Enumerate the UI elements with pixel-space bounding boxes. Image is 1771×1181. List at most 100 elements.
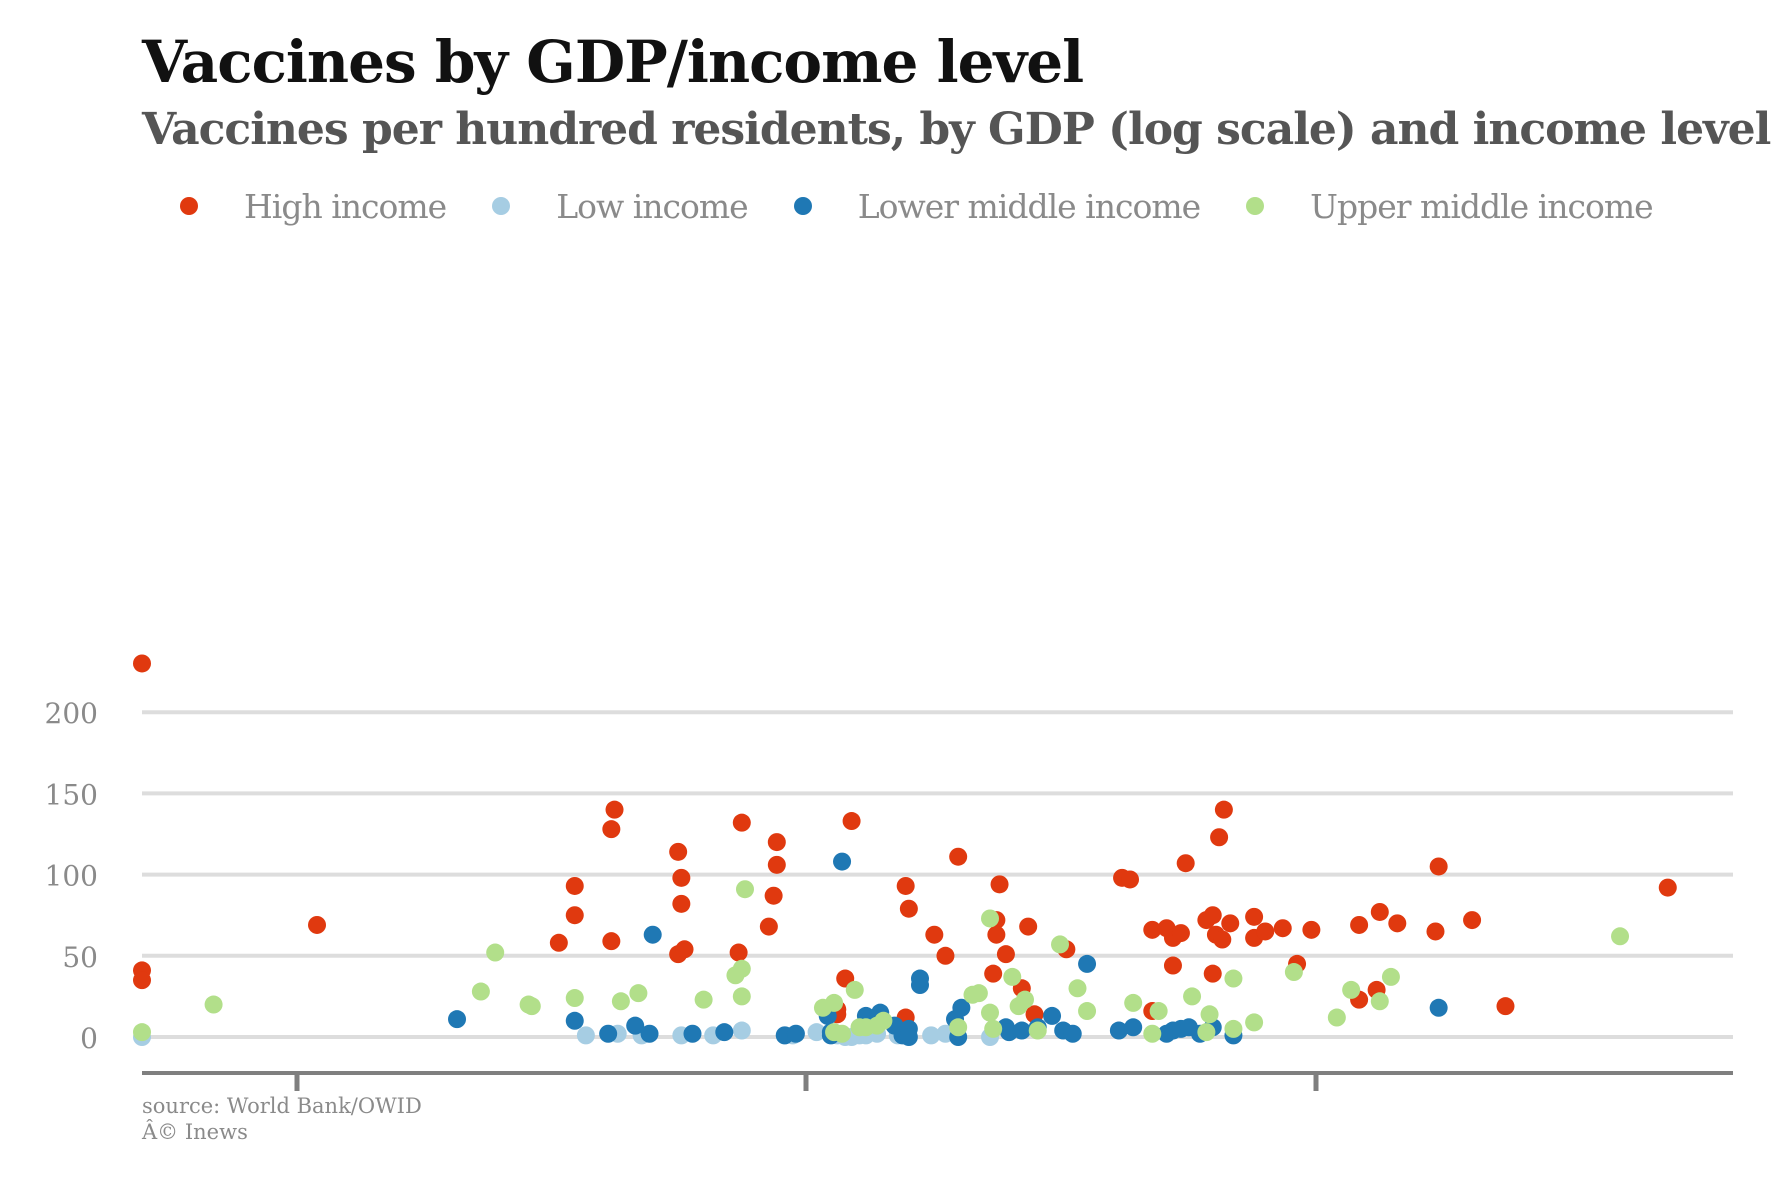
point-lower-middle-income: [1063, 1024, 1082, 1043]
y-tick-label: 50: [62, 941, 98, 974]
point-upper-middle-income: [471, 982, 490, 1001]
point-lower-middle-income: [910, 969, 929, 988]
legend-item-high-income[interactable]: High income: [180, 186, 447, 226]
point-upper-middle-income: [1284, 963, 1303, 982]
point-upper-middle-income: [1028, 1021, 1047, 1040]
point-upper-middle-income: [1078, 1002, 1097, 1021]
point-high-income: [672, 894, 691, 913]
legend-marker-lower-middle-income: [793, 197, 812, 215]
point-high-income: [605, 800, 624, 819]
point-lower-middle-income: [448, 1010, 467, 1029]
point-upper-middle-income: [1197, 1023, 1216, 1042]
point-upper-middle-income: [969, 984, 988, 1003]
point-high-income: [949, 847, 968, 866]
point-high-income: [602, 932, 621, 951]
point-high-income: [1463, 911, 1482, 930]
point-upper-middle-income: [874, 1011, 893, 1030]
point-upper-middle-income: [694, 990, 713, 1009]
point-high-income: [1302, 920, 1321, 939]
point-lower-middle-income: [626, 1016, 645, 1035]
point-low-income: [732, 1021, 751, 1040]
point-upper-middle-income: [133, 1023, 151, 1042]
point-high-income: [1496, 997, 1515, 1016]
point-high-income: [896, 876, 915, 895]
legend-item-lower-middle-income[interactable]: Lower middle income: [793, 187, 1201, 226]
point-lower-middle-income: [1109, 1021, 1128, 1040]
point-high-income: [1245, 907, 1264, 926]
point-high-income: [996, 945, 1015, 964]
legend-label-high-income: High income: [244, 186, 447, 226]
point-upper-middle-income: [629, 984, 648, 1003]
point-high-income: [1163, 956, 1182, 975]
point-high-income: [1210, 828, 1229, 847]
point-high-income: [1213, 930, 1232, 949]
chart-subtitle: Vaccines per hundred residents, by GDP (…: [142, 104, 1771, 155]
point-high-income: [669, 842, 688, 861]
point-high-income: [767, 833, 786, 852]
point-upper-middle-income: [1611, 927, 1630, 946]
point-upper-middle-income: [833, 1024, 852, 1043]
point-lower-middle-income: [952, 998, 971, 1017]
point-high-income: [1121, 870, 1140, 889]
legend-label-upper-middle-income: Upper middle income: [1310, 186, 1654, 226]
point-high-income: [990, 875, 1009, 894]
point-high-income: [984, 964, 1003, 983]
point-upper-middle-income: [1224, 1019, 1243, 1038]
point-high-income: [1171, 924, 1190, 943]
point-upper-middle-income: [1342, 980, 1361, 999]
y-tick-label: 100: [45, 860, 98, 893]
point-lower-middle-income: [1043, 1006, 1062, 1025]
point-upper-middle-income: [565, 989, 584, 1008]
point-upper-middle-income: [981, 909, 1000, 928]
legend-label-low-income: Low income: [556, 186, 748, 226]
point-lower-middle-income: [1012, 1021, 1031, 1040]
point-high-income: [133, 971, 151, 990]
point-high-income: [565, 876, 584, 895]
point-upper-middle-income: [1003, 967, 1022, 986]
point-upper-middle-income: [984, 1019, 1003, 1038]
point-high-income: [1426, 922, 1445, 941]
point-high-income: [987, 925, 1006, 944]
point-high-income: [729, 943, 748, 962]
point-high-income: [1176, 854, 1195, 873]
point-upper-middle-income: [1224, 969, 1243, 988]
point-upper-middle-income: [1143, 1024, 1162, 1043]
point-high-income: [1273, 919, 1292, 938]
point-upper-middle-income: [1245, 1013, 1264, 1032]
point-upper-middle-income: [1381, 967, 1400, 986]
point-high-income: [732, 813, 751, 832]
point-high-income: [767, 855, 786, 874]
chart-title: Vaccines by GDP/income level: [142, 28, 1084, 96]
point-upper-middle-income: [825, 993, 844, 1012]
legend-marker-low-income: [492, 197, 511, 215]
point-high-income: [936, 946, 955, 965]
point-high-income: [675, 940, 694, 959]
point-low-income: [922, 1026, 941, 1045]
point-low-income: [576, 1026, 595, 1045]
point-low-income: [807, 1023, 826, 1042]
point-lower-middle-income: [899, 1028, 918, 1046]
legend-marker-upper-middle-income: [1246, 197, 1265, 215]
point-upper-middle-income: [611, 992, 630, 1011]
point-upper-middle-income: [204, 995, 223, 1014]
legend-item-upper-middle-income[interactable]: Upper middle income: [1246, 186, 1654, 226]
point-upper-middle-income: [732, 959, 751, 978]
point-upper-middle-income: [522, 997, 541, 1016]
point-high-income: [764, 886, 783, 905]
legend-item-low-income[interactable]: Low income: [492, 186, 749, 226]
point-high-income: [759, 917, 778, 936]
point-high-income: [1388, 914, 1407, 933]
point-high-income: [602, 820, 621, 839]
point-high-income: [1429, 857, 1448, 876]
point-upper-middle-income: [486, 943, 505, 962]
legend: High income Low income Lower middle inco…: [180, 184, 1699, 228]
point-high-income: [1658, 878, 1677, 897]
point-lower-middle-income: [599, 1024, 618, 1043]
point-high-income: [1350, 915, 1369, 934]
point-high-income: [1203, 906, 1222, 925]
point-upper-middle-income: [1051, 935, 1070, 954]
point-high-income: [899, 899, 918, 918]
point-lower-middle-income: [786, 1024, 805, 1043]
point-high-income: [308, 915, 327, 934]
